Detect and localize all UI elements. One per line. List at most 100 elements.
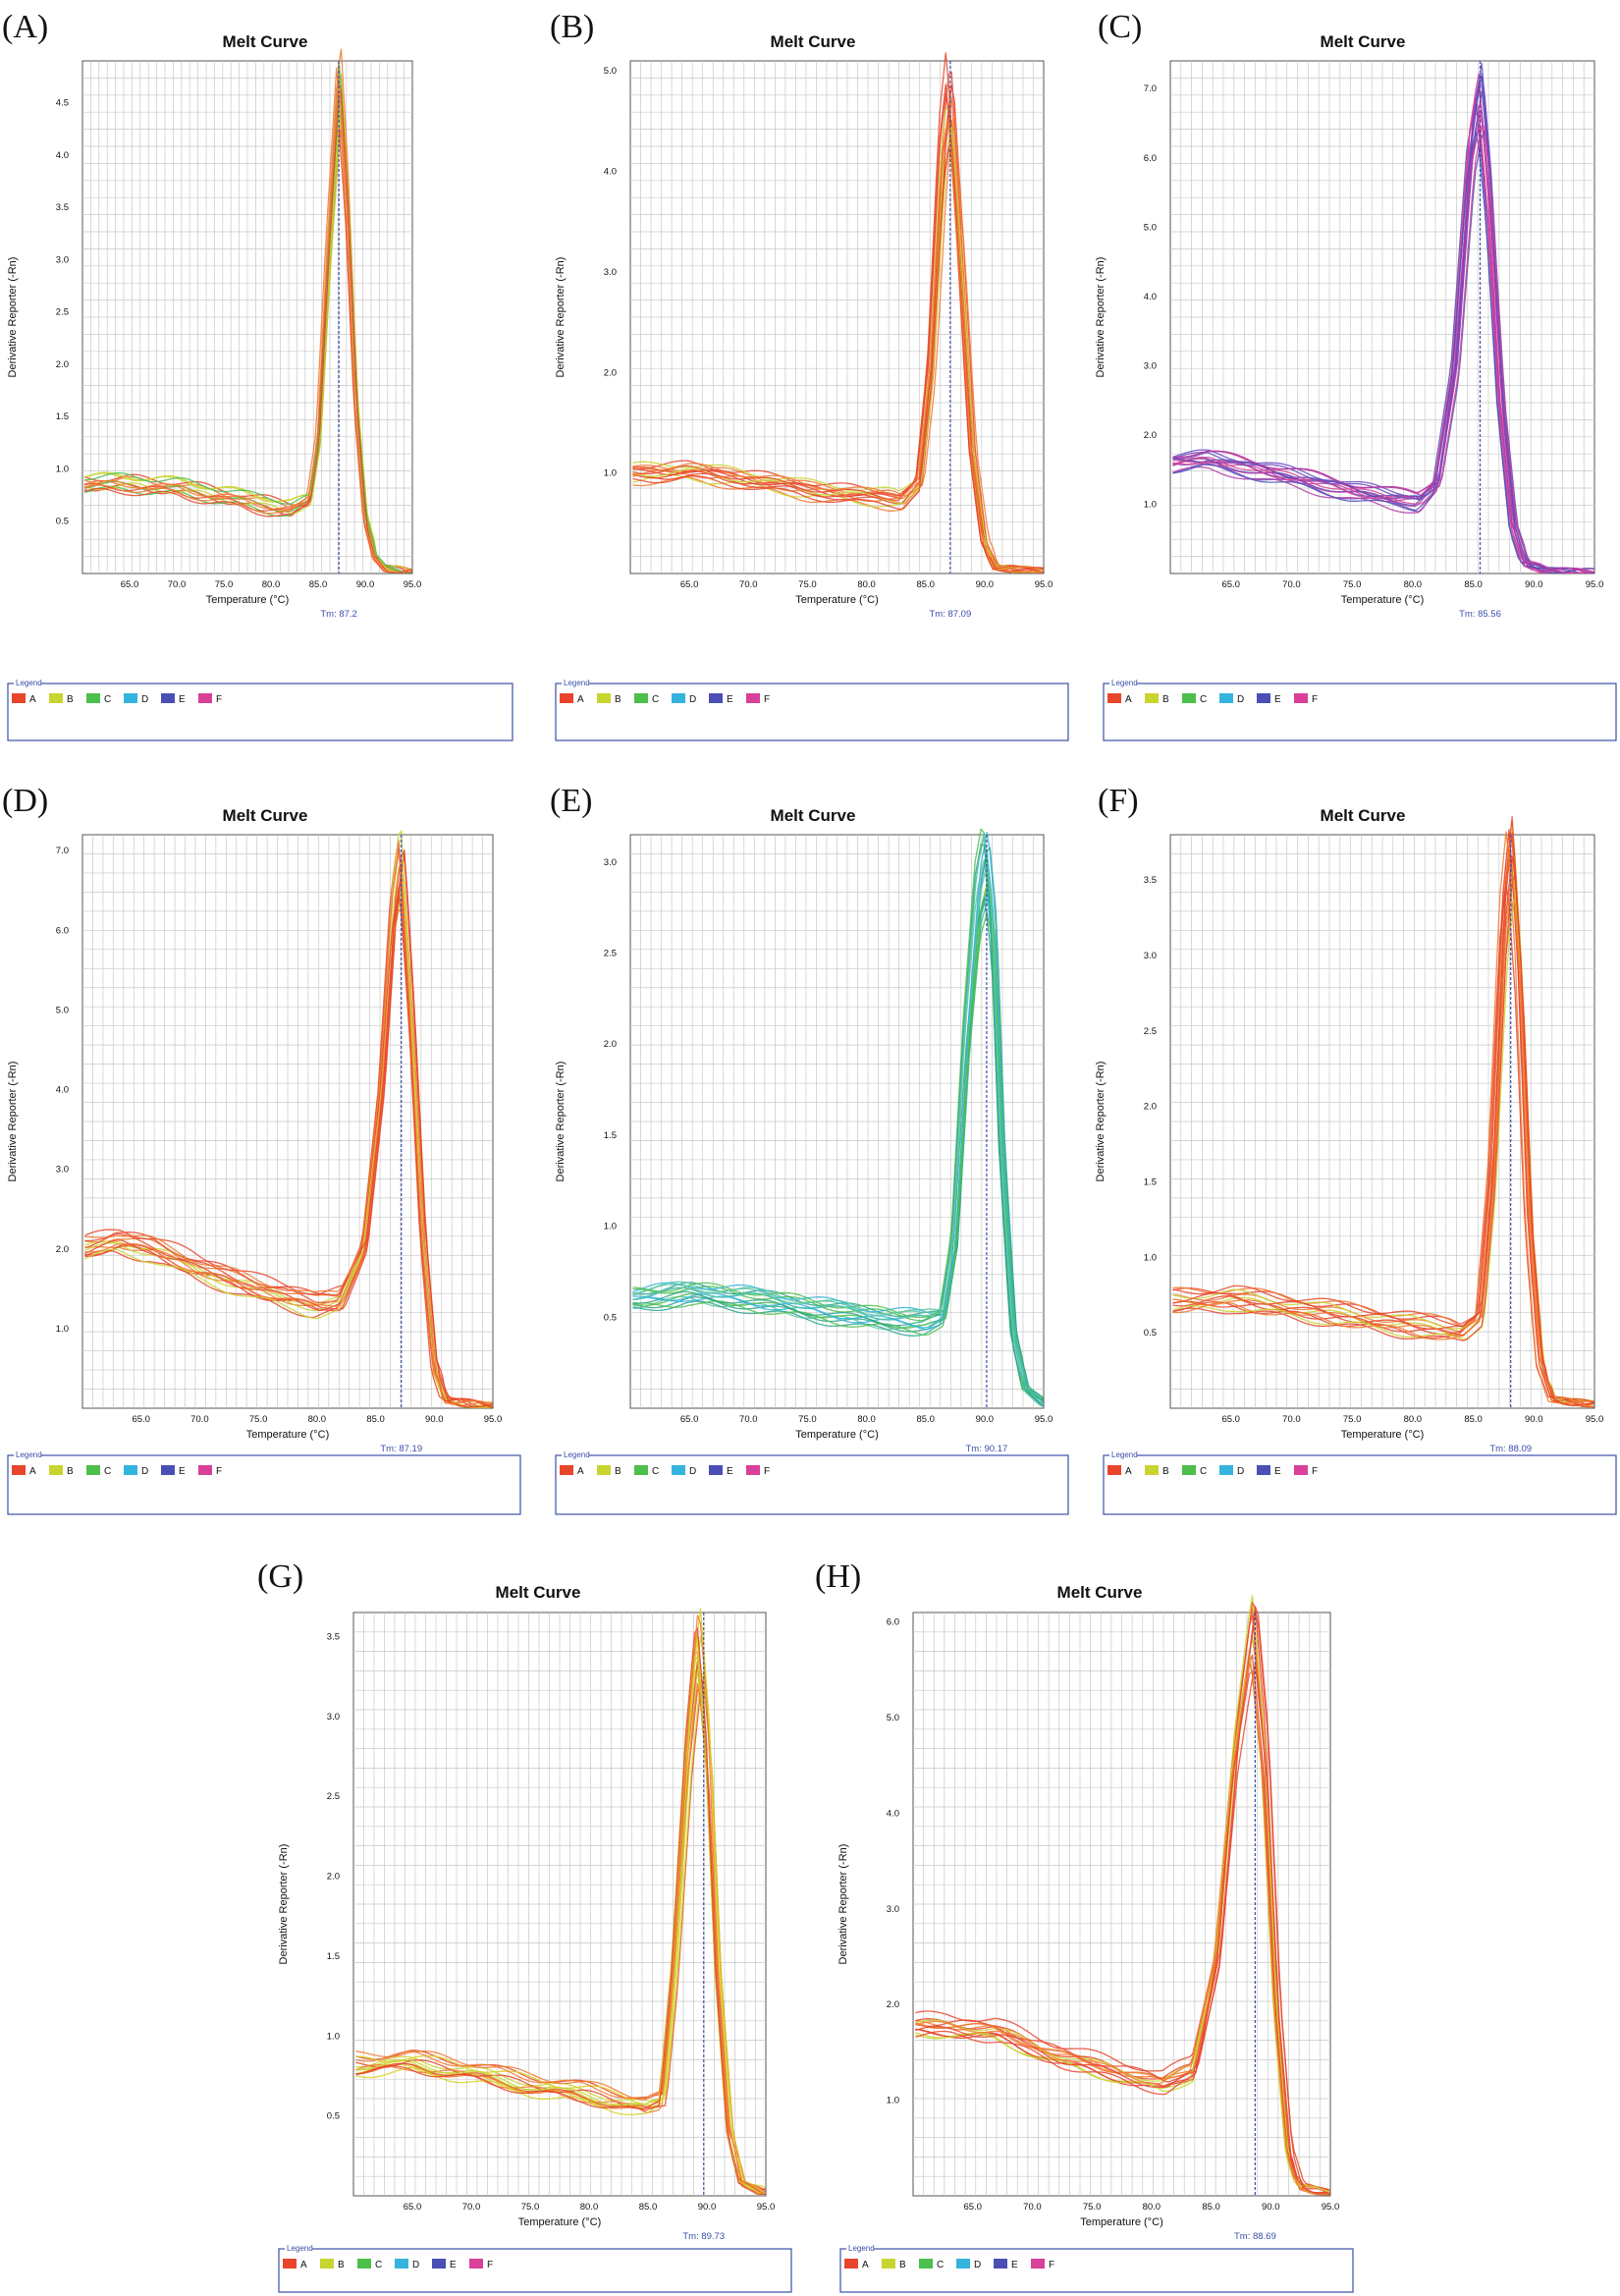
legend-swatch [1182,693,1196,703]
y-tick-label: 1.5 [604,1130,617,1141]
tm-value-label: Tm: 87.09 [929,609,971,620]
x-tick-label: 70.0 [1282,1414,1301,1425]
legend-entry-label: B [615,1466,621,1477]
x-tick-label: 90.0 [356,579,375,590]
legend-swatch [320,2259,334,2269]
melt-curve-line [355,1660,766,2191]
x-tick-label: 90.0 [698,2202,717,2213]
x-tick-label: 70.0 [739,579,758,590]
grid [82,835,493,1408]
chart-title: Melt Curve [1321,806,1406,825]
y-tick-label: 5.0 [1144,222,1157,233]
x-tick-label: 95.0 [1322,2202,1340,2213]
legend-entry-label: A [1125,1466,1132,1477]
legend-box [555,1454,1069,1515]
curve-group [915,1595,1330,2196]
legend-entry-label: D [412,2260,419,2270]
legend-swatch [709,693,723,703]
panel-letter: (A) [2,9,48,45]
legend-entry-label: F [216,694,222,705]
legend-entry-label: E [1274,694,1281,705]
legend-entry-label: A [1125,694,1132,705]
legend-title-bg [562,1450,589,1459]
legend-entry-label: C [652,1466,659,1477]
legend-swatch [12,1465,26,1475]
melt-curve-panel: (D) Melt Curve 65.0 70.0 75.0 80.0 85.0 90.0 95.… [2,783,521,1515]
legend-box [7,1454,521,1515]
melt-curve-panel: (G) Melt Curve 65.0 70.0 75.0 80.0 85.0 90.0 95.… [257,1558,792,2293]
y-tick-label: 2.5 [604,949,617,959]
legend-entry-label: C [937,2260,944,2270]
melt-curve-line [632,831,1044,1399]
legend-swatch [919,2259,933,2269]
legend-entry-label: C [104,1466,111,1477]
melt-curve-line [1172,831,1594,1404]
legend-swatch [86,693,100,703]
legend-entry-label: E [179,694,186,705]
legend-swatch [161,693,175,703]
melt-curve-line [1172,90,1594,574]
y-tick-label: 6.0 [56,925,69,936]
y-tick-label: 1.5 [327,1951,340,1962]
y-tick-label: 1.5 [56,411,69,422]
legend-title: Legend [287,2244,313,2253]
legend-entry-label: E [727,694,733,705]
legend-swatch [672,693,685,703]
legend: Legend A B C D E F [555,679,1069,741]
legend-box [7,683,513,741]
x-tick-label: 85.0 [916,579,935,590]
legend-entry-label: F [764,1466,770,1477]
melt-curve-line [84,850,493,1408]
legend-swatch [283,2259,297,2269]
curve-group [84,830,493,1408]
panel-letter: (D) [2,783,48,819]
legend-title-bg [846,2244,874,2253]
melt-curve-line [355,1682,766,2194]
legend-entry-label: B [1162,1466,1169,1477]
x-tick-label: 95.0 [1586,1414,1604,1425]
legend-swatch [1219,1465,1233,1475]
legend-title-bg [14,1450,41,1459]
tm-value-label: Tm: 87.19 [380,1444,422,1454]
x-tick-label: 65.0 [963,2202,982,2213]
y-tick-label: 2.0 [604,1039,617,1050]
chart-title: Melt Curve [1057,1583,1143,1602]
legend-swatch [560,1465,573,1475]
x-tick-label: 80.0 [308,1414,327,1425]
panel-letter: (G) [257,1558,303,1595]
y-tick-label: 5.0 [56,1005,69,1015]
x-tick-label: 90.0 [976,579,995,590]
panel-letter: (C) [1098,9,1142,45]
x-tick-label: 75.0 [215,579,234,590]
legend-title-bg [1109,679,1137,687]
y-tick-label: 2.0 [887,1999,899,2010]
legend-swatch [1145,1465,1159,1475]
y-tick-label: 3.0 [1144,951,1157,961]
legend-title: Legend [848,2244,875,2253]
legend-swatch [709,1465,723,1475]
y-tick-label: 0.5 [56,517,69,527]
chart-title: Melt Curve [1321,32,1406,51]
x-tick-label: 90.0 [1262,2202,1280,2213]
tm-value-label: Tm: 85.56 [1459,609,1501,620]
melt-curve-line [84,851,493,1405]
x-tick-label: 70.0 [462,2202,481,2213]
legend-entry-label: D [689,694,696,705]
y-tick-label: 0.5 [1144,1328,1157,1339]
legend-entry-label: E [1274,1466,1281,1477]
x-tick-label: 75.0 [798,579,817,590]
legend-entry-label: F [216,1466,222,1477]
x-tick-label: 95.0 [1035,579,1053,590]
melt-curve-line [915,1610,1330,2196]
legend-swatch [161,1465,175,1475]
melt-curve-panel: (E) Melt Curve 65.0 70.0 75.0 80.0 85.0 90.0 95.… [550,783,1069,1515]
melt-curve-line [1172,111,1594,574]
x-axis-label: Temperature (°C) [518,2216,601,2228]
x-tick-label: 80.0 [262,579,281,590]
legend-entry-label: E [450,2260,457,2270]
grid [630,61,1044,574]
x-tick-label: 65.0 [1221,579,1240,590]
legend-swatch [994,2259,1007,2269]
legend-entry-label: B [1162,694,1169,705]
melt-curve-line [355,1656,766,2196]
